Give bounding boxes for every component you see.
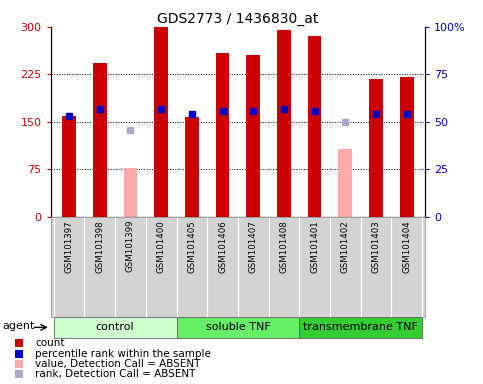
Bar <box>246 55 260 217</box>
Text: value, Detection Call = ABSENT: value, Detection Call = ABSENT <box>35 359 200 369</box>
Title: GDS2773 / 1436830_at: GDS2773 / 1436830_at <box>157 12 319 26</box>
Text: GSM101407: GSM101407 <box>249 220 258 273</box>
Text: transmembrane TNF: transmembrane TNF <box>303 322 418 333</box>
Bar <box>54 317 176 338</box>
Bar <box>176 317 299 338</box>
Text: GSM101401: GSM101401 <box>310 220 319 273</box>
Text: soluble TNF: soluble TNF <box>205 322 270 333</box>
Text: control: control <box>96 322 134 333</box>
Bar <box>62 116 76 217</box>
Text: GSM101398: GSM101398 <box>95 220 104 273</box>
Text: agent: agent <box>2 321 35 331</box>
Bar <box>277 30 291 217</box>
Text: GSM101403: GSM101403 <box>371 220 381 273</box>
Text: GSM101399: GSM101399 <box>126 220 135 273</box>
Text: GSM101405: GSM101405 <box>187 220 197 273</box>
Bar <box>308 36 322 217</box>
Bar <box>400 77 413 217</box>
Bar <box>154 27 168 217</box>
Bar <box>299 317 422 338</box>
Text: GSM101404: GSM101404 <box>402 220 411 273</box>
Text: GSM101400: GSM101400 <box>156 220 166 273</box>
Bar <box>215 53 229 217</box>
Text: GSM101402: GSM101402 <box>341 220 350 273</box>
Text: count: count <box>35 338 65 348</box>
Bar <box>93 63 107 217</box>
Bar <box>369 79 383 217</box>
Text: GSM101408: GSM101408 <box>279 220 288 273</box>
Text: GSM101397: GSM101397 <box>65 220 73 273</box>
Text: percentile rank within the sample: percentile rank within the sample <box>35 349 211 359</box>
Bar <box>339 149 352 217</box>
Bar <box>185 118 199 217</box>
Bar <box>124 167 137 217</box>
Text: rank, Detection Call = ABSENT: rank, Detection Call = ABSENT <box>35 369 196 379</box>
Text: GSM101406: GSM101406 <box>218 220 227 273</box>
